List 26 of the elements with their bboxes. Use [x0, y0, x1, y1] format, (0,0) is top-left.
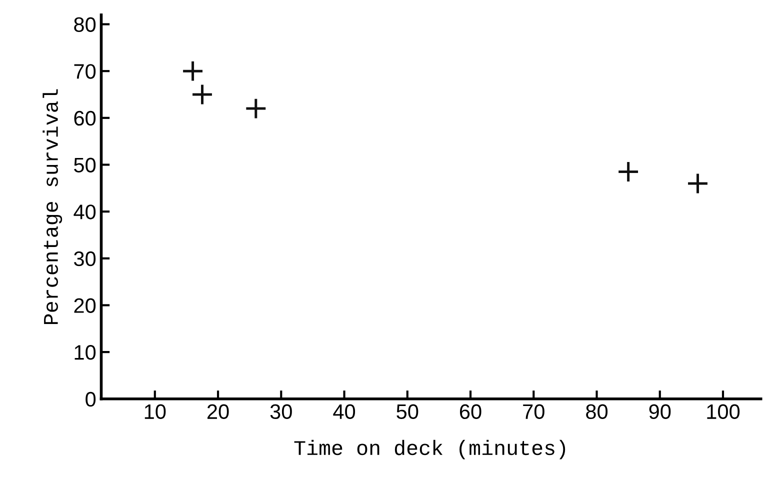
point	[244, 98, 267, 120]
point	[182, 60, 204, 82]
y-tick-label: 30	[74, 251, 96, 266]
y-tick-label: 70	[74, 64, 96, 79]
y-tick-label: 40	[74, 204, 96, 220]
x-tick-label: 50	[396, 404, 418, 420]
y-tick-label: 20	[74, 298, 96, 313]
x-tick-label: 10	[144, 404, 166, 420]
y-tick-label: 80	[74, 17, 96, 32]
x-tick-label: 20	[207, 404, 229, 420]
point	[191, 84, 214, 106]
x-tick-label: 40	[333, 404, 356, 420]
x-tick-label: 30	[270, 404, 292, 420]
y-tick-label: 50	[74, 158, 96, 172]
x-tick-label: 60	[460, 404, 482, 420]
y-tick-label: 10	[74, 345, 96, 360]
y-tick-label: 0	[86, 392, 96, 407]
point	[686, 172, 709, 194]
x-tick-label: 80	[586, 404, 608, 420]
x-tick-label: 70	[523, 404, 544, 420]
x-tick-label: 90	[649, 404, 671, 420]
x-tick-label: 100	[707, 404, 740, 420]
y-axis-title: Percentage survival	[42, 89, 62, 324]
y-tick-label: 60	[74, 110, 96, 126]
point	[617, 160, 640, 183]
x-axis-title: Time on deck (minutes)	[294, 440, 566, 460]
